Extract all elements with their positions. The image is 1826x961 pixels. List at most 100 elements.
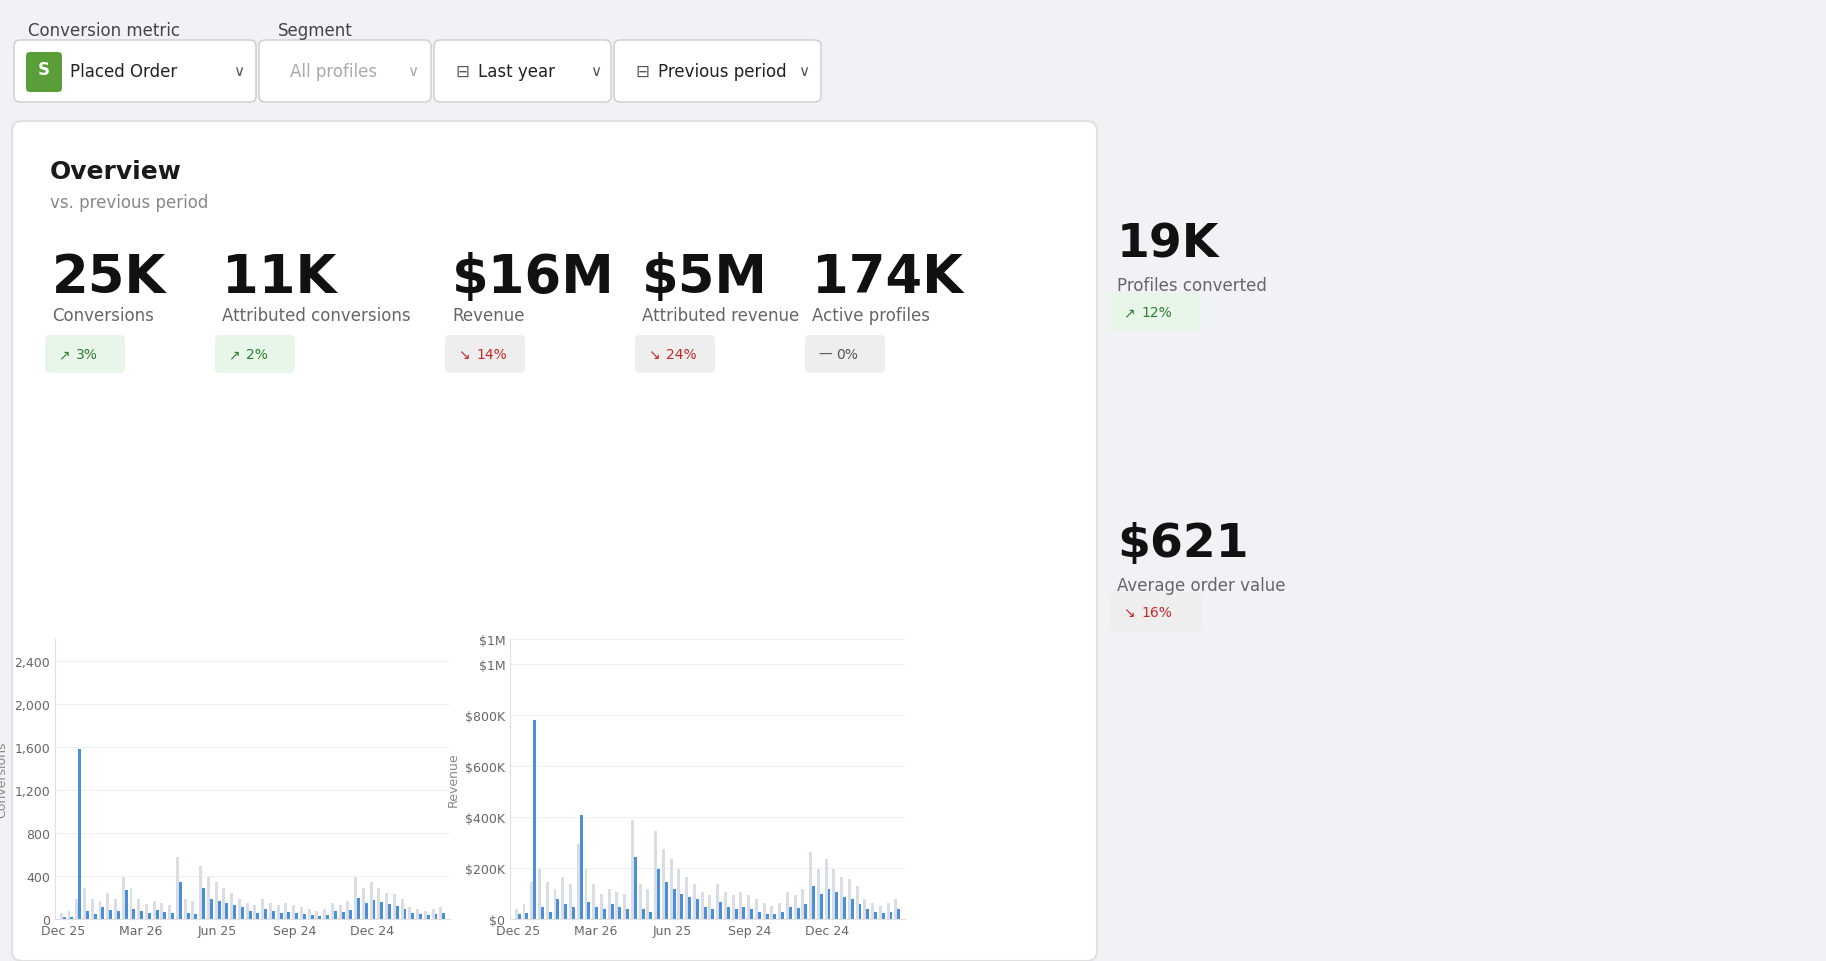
Bar: [424, 911, 427, 919]
Bar: [354, 877, 358, 919]
Bar: [701, 892, 703, 919]
Bar: [809, 851, 813, 919]
Bar: [657, 870, 661, 919]
Bar: [677, 870, 681, 919]
Bar: [515, 909, 519, 919]
Bar: [130, 888, 133, 919]
Text: Active profiles: Active profiles: [813, 307, 929, 325]
Bar: [254, 905, 256, 919]
Text: ∨: ∨: [798, 64, 809, 80]
Bar: [316, 911, 318, 919]
FancyBboxPatch shape: [215, 335, 296, 374]
Text: ⊟: ⊟: [455, 62, 469, 81]
Bar: [349, 910, 352, 919]
Text: 24%: 24%: [666, 348, 698, 361]
Bar: [601, 894, 603, 919]
Text: All profiles: All profiles: [290, 62, 378, 81]
Bar: [882, 913, 886, 919]
Text: ∨: ∨: [234, 64, 245, 80]
Bar: [186, 913, 190, 919]
Bar: [307, 909, 310, 919]
Bar: [615, 892, 619, 919]
Bar: [584, 870, 588, 919]
Bar: [133, 909, 135, 919]
Bar: [526, 913, 528, 919]
Text: 14%: 14%: [477, 348, 508, 361]
Text: ⊟: ⊟: [635, 62, 648, 81]
Bar: [299, 907, 303, 919]
Text: S: S: [38, 61, 49, 79]
Bar: [546, 882, 550, 919]
Bar: [272, 911, 274, 919]
FancyBboxPatch shape: [1110, 294, 1202, 332]
FancyBboxPatch shape: [26, 53, 62, 93]
Bar: [168, 905, 172, 919]
Bar: [834, 892, 838, 919]
Bar: [816, 870, 820, 919]
Text: ↘: ↘: [458, 348, 469, 361]
Bar: [110, 910, 111, 919]
Bar: [619, 907, 621, 919]
Bar: [327, 915, 329, 919]
Bar: [688, 897, 690, 919]
Bar: [323, 909, 327, 919]
Bar: [199, 866, 203, 919]
Text: Conversion metric: Conversion metric: [27, 22, 181, 40]
FancyBboxPatch shape: [259, 41, 431, 103]
FancyBboxPatch shape: [1110, 593, 1202, 631]
Bar: [334, 911, 336, 919]
Bar: [362, 888, 365, 919]
Bar: [740, 892, 743, 919]
Bar: [840, 877, 844, 919]
Bar: [639, 884, 641, 919]
Bar: [789, 907, 792, 919]
Bar: [409, 907, 411, 919]
Bar: [427, 915, 429, 919]
Bar: [75, 899, 79, 919]
Bar: [570, 884, 572, 919]
Bar: [113, 899, 117, 919]
Bar: [385, 893, 389, 919]
Bar: [685, 877, 688, 919]
Bar: [802, 889, 803, 919]
Bar: [550, 912, 551, 919]
Text: 0%: 0%: [836, 348, 858, 361]
Text: Profiles converted: Profiles converted: [1118, 277, 1267, 295]
Bar: [442, 913, 446, 919]
Bar: [341, 912, 345, 919]
Bar: [813, 886, 814, 919]
Bar: [148, 913, 152, 919]
Bar: [215, 882, 217, 919]
FancyBboxPatch shape: [15, 41, 256, 103]
Text: $16M: $16M: [453, 252, 615, 304]
Bar: [203, 888, 205, 919]
Bar: [161, 903, 164, 919]
Bar: [785, 892, 789, 919]
Text: Average order value: Average order value: [1118, 577, 1286, 595]
Bar: [179, 882, 183, 919]
Bar: [117, 911, 121, 919]
Bar: [331, 903, 334, 919]
Bar: [310, 915, 314, 919]
Bar: [93, 914, 97, 919]
Bar: [237, 899, 241, 919]
Bar: [723, 892, 727, 919]
Bar: [844, 897, 845, 919]
Bar: [124, 890, 128, 919]
FancyBboxPatch shape: [435, 41, 612, 103]
Text: ∨: ∨: [590, 64, 601, 80]
Text: 2%: 2%: [247, 348, 268, 361]
Bar: [82, 888, 86, 919]
Y-axis label: Revenue: Revenue: [447, 752, 460, 806]
Text: $5M: $5M: [643, 252, 769, 304]
Bar: [864, 899, 866, 919]
Text: ↘: ↘: [1123, 605, 1134, 619]
Text: ↗: ↗: [1123, 306, 1134, 320]
Bar: [579, 815, 582, 919]
Text: 3%: 3%: [77, 348, 99, 361]
Bar: [68, 911, 71, 919]
Bar: [851, 899, 855, 919]
Bar: [71, 917, 73, 919]
Bar: [592, 884, 595, 919]
Bar: [794, 896, 796, 919]
